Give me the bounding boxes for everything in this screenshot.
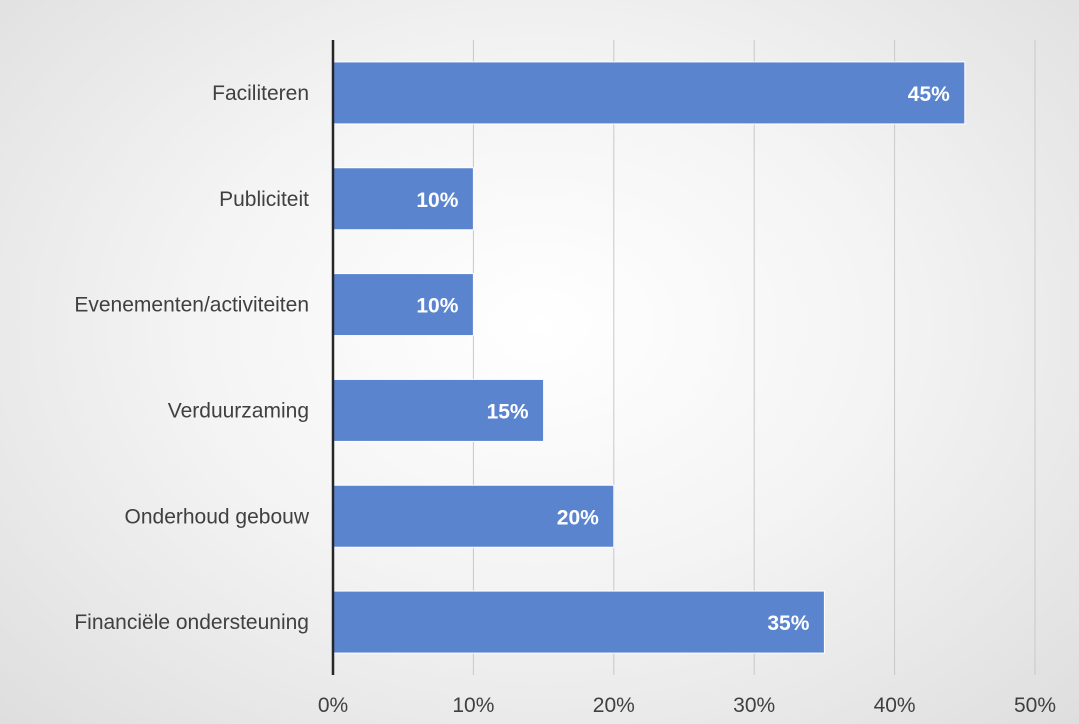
data-label: 10% (416, 189, 458, 212)
category-label: Evenementen/activiteiten (74, 294, 309, 317)
x-tick-label: 50% (1014, 694, 1056, 717)
x-tick-label: 30% (733, 694, 775, 717)
x-tick-label: 10% (452, 694, 494, 717)
bar (332, 61, 966, 125)
bar (332, 167, 474, 231)
data-label: 10% (416, 295, 458, 318)
bars (332, 61, 966, 654)
bar (332, 590, 825, 654)
category-label: Financiële ondersteuning (74, 611, 309, 634)
x-tick-labels: 0% 10% 20% 30% 40% 50% (318, 694, 1056, 717)
category-label: Publiciteit (219, 188, 309, 211)
x-tick-label: 40% (874, 694, 916, 717)
data-labels: 45% 10% 10% 15% 20% 35% (416, 83, 950, 635)
data-label: 15% (487, 400, 529, 423)
category-label: Verduurzaming (168, 399, 309, 422)
bar (332, 378, 545, 442)
x-tick-label: 20% (593, 694, 635, 717)
x-tick-label: 0% (318, 694, 348, 717)
category-labels: Faciliteren Publiciteit Evenementen/activi… (74, 82, 310, 634)
category-label: Onderhoud gebouw (125, 505, 310, 528)
data-label: 20% (557, 506, 599, 529)
data-label: 35% (767, 612, 809, 635)
data-label: 45% (908, 83, 950, 106)
gridlines (472, 40, 1036, 675)
bar (332, 484, 615, 548)
category-label: Faciliteren (212, 82, 309, 105)
